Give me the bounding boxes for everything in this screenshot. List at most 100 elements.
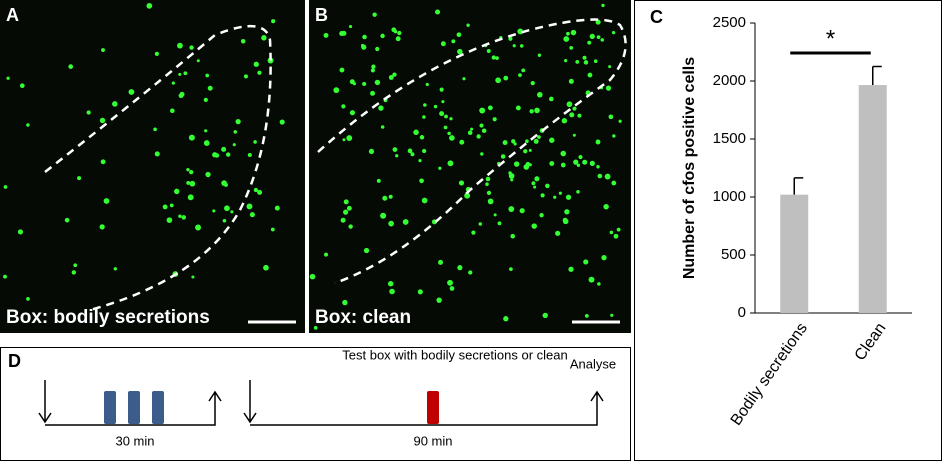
cell — [587, 72, 593, 78]
cell — [537, 53, 542, 57]
cell — [235, 118, 241, 125]
region-outline — [44, 24, 272, 312]
duration-label: 90 min — [413, 433, 452, 448]
cell — [439, 111, 445, 117]
cell — [471, 230, 476, 235]
cell — [380, 125, 385, 129]
cell — [26, 123, 30, 127]
cell — [333, 87, 340, 94]
cell — [566, 101, 573, 108]
cell — [349, 79, 355, 85]
cell — [604, 173, 611, 180]
cell — [221, 146, 227, 152]
cell — [362, 81, 367, 87]
cell — [186, 180, 191, 185]
cell — [375, 46, 380, 52]
cell — [191, 275, 195, 279]
y-tick-label: 2500 — [713, 14, 746, 31]
cell — [595, 19, 601, 25]
cell — [616, 227, 621, 232]
cell — [177, 42, 183, 49]
cell — [513, 161, 520, 167]
cell — [178, 72, 182, 76]
cell — [99, 224, 105, 230]
cell — [497, 221, 502, 226]
cell — [388, 220, 394, 227]
cell — [618, 119, 622, 123]
x-tick-label: Bodily secretions — [728, 320, 811, 429]
cell — [362, 34, 367, 40]
cell — [531, 223, 537, 229]
cell — [564, 59, 568, 63]
cell — [596, 35, 601, 39]
cell — [612, 134, 616, 138]
cell — [528, 148, 532, 152]
cell — [560, 150, 567, 157]
panel-caption: Box: bodily secretions — [6, 307, 210, 328]
cell — [569, 46, 574, 50]
cell — [491, 55, 496, 60]
cell — [417, 289, 423, 295]
micrograph-a — [0, 0, 305, 333]
region-outline — [317, 18, 627, 285]
cell — [589, 33, 595, 39]
cell — [370, 68, 375, 73]
cell — [487, 198, 494, 205]
cell — [449, 135, 455, 141]
cell — [346, 205, 352, 211]
cell — [508, 36, 513, 41]
cell — [181, 215, 186, 220]
cell — [575, 60, 580, 64]
cell — [388, 75, 394, 80]
cell — [540, 193, 545, 198]
cell — [456, 32, 462, 38]
cell — [568, 266, 574, 272]
cell — [583, 259, 589, 265]
cell — [388, 194, 393, 199]
cell — [480, 152, 484, 156]
cell — [485, 182, 489, 186]
cell — [476, 134, 481, 139]
cell — [588, 276, 595, 283]
cell — [246, 203, 253, 210]
error-bar — [872, 65, 882, 86]
cell — [189, 45, 194, 50]
cell — [178, 93, 184, 99]
cell — [6, 76, 10, 80]
cell — [509, 267, 513, 272]
cell — [349, 110, 356, 116]
cell — [221, 180, 227, 186]
y-tick-label: 1000 — [713, 188, 746, 205]
cell — [189, 169, 194, 175]
session-block — [152, 391, 164, 424]
cell — [492, 117, 497, 122]
y-axis-label: Number of cfos positive cells — [681, 57, 698, 279]
cell — [479, 107, 486, 114]
cell — [518, 73, 522, 77]
cell — [525, 161, 531, 167]
cell — [609, 230, 614, 235]
cell — [341, 104, 346, 109]
cell — [549, 96, 554, 102]
cell — [174, 188, 180, 195]
cell — [589, 160, 595, 166]
timeline-end-label: Analyse — [570, 356, 616, 371]
cell — [539, 213, 544, 218]
cell — [279, 119, 285, 125]
cell — [382, 195, 388, 201]
cell — [485, 176, 491, 182]
cell — [533, 185, 537, 189]
cell — [253, 61, 259, 67]
panel-label: A — [6, 5, 19, 25]
cell — [360, 43, 365, 47]
cell — [459, 139, 465, 145]
cell — [154, 151, 160, 157]
cell — [443, 125, 448, 130]
cell — [26, 297, 30, 301]
cell — [340, 217, 346, 223]
cell — [101, 48, 105, 52]
cell — [486, 49, 491, 53]
cell — [205, 171, 211, 178]
cell — [583, 60, 589, 65]
cell — [572, 133, 576, 137]
